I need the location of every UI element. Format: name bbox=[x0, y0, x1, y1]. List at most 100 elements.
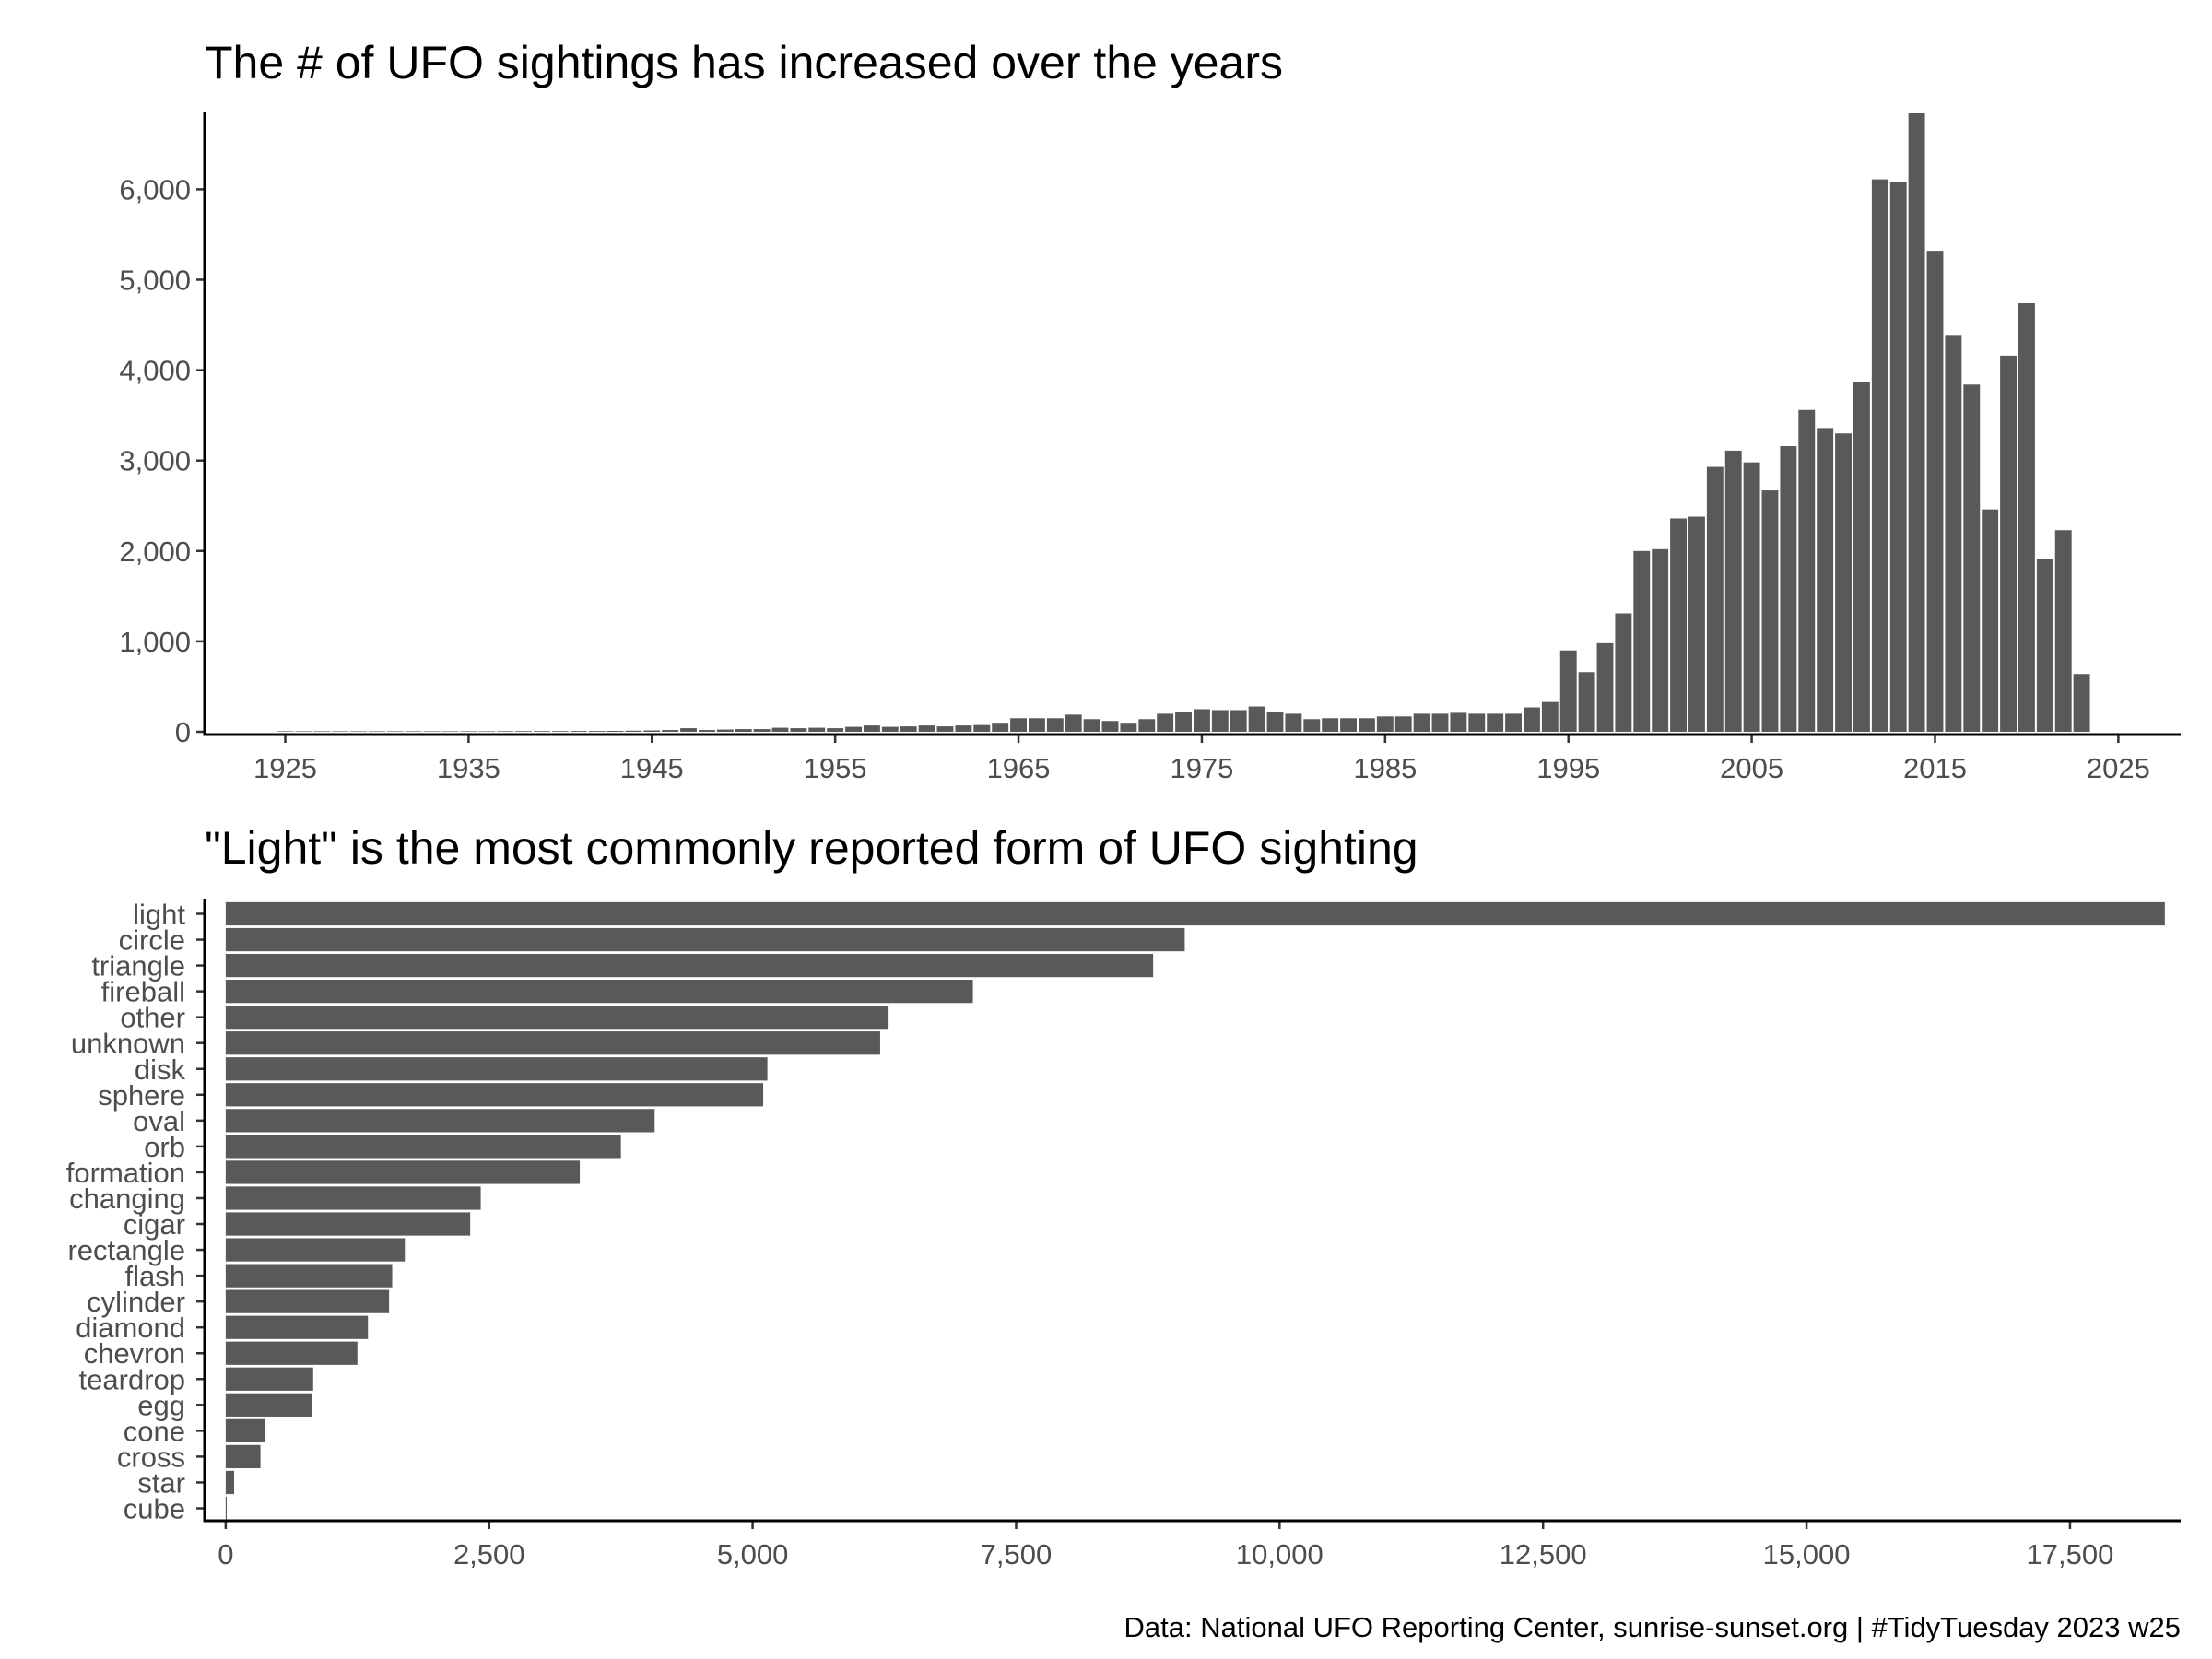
year-bar-1995 bbox=[1559, 650, 1577, 732]
year-bar-2006 bbox=[1761, 490, 1779, 732]
shape-bar-other bbox=[225, 1006, 889, 1030]
year-bar-1990 bbox=[1468, 713, 1486, 732]
year-bar-1949 bbox=[716, 729, 734, 732]
year-bar-1975 bbox=[1193, 709, 1210, 732]
year-bar-1956 bbox=[845, 726, 863, 732]
years-chart-title: The # of UFO sightings has increased ove… bbox=[205, 37, 1283, 88]
year-bar-1988 bbox=[1431, 713, 1449, 732]
year-bar-1937 bbox=[497, 731, 514, 732]
year-bar-2018 bbox=[1982, 509, 1999, 732]
shape-bar-fireball bbox=[225, 980, 973, 1004]
year-bar-1931 bbox=[386, 731, 404, 732]
shape-bar-cylinder bbox=[225, 1289, 390, 1313]
year-bar-1947 bbox=[680, 728, 698, 732]
year-bar-1926 bbox=[295, 731, 312, 732]
years-x-tick-label: 1955 bbox=[804, 752, 867, 784]
year-bar-2011 bbox=[1853, 382, 1870, 732]
year-bar-1928 bbox=[332, 731, 349, 732]
year-bar-1927 bbox=[313, 731, 331, 732]
year-bar-1963 bbox=[973, 724, 991, 732]
shape-bar-cigar bbox=[225, 1212, 471, 1236]
years-x-tick-label: 1925 bbox=[253, 752, 317, 784]
year-bar-1952 bbox=[771, 727, 789, 732]
shapes-x-tick-label: 12,500 bbox=[1500, 1538, 1587, 1571]
year-bar-1960 bbox=[918, 725, 935, 732]
shape-bar-changing bbox=[225, 1186, 481, 1210]
year-bar-1972 bbox=[1138, 719, 1156, 732]
year-bar-1957 bbox=[864, 725, 880, 732]
shape-label-light: light bbox=[133, 899, 185, 931]
year-bar-1968 bbox=[1065, 714, 1082, 732]
shape-label-star: star bbox=[137, 1466, 185, 1499]
years-x-tick-label: 1945 bbox=[620, 752, 684, 784]
year-bar-1997 bbox=[1596, 642, 1614, 732]
shapes-x-tick-label: 10,000 bbox=[1236, 1538, 1324, 1571]
year-bar-1959 bbox=[900, 726, 917, 732]
shape-bar-disk bbox=[225, 1057, 768, 1081]
year-bar-2016 bbox=[1945, 335, 1962, 732]
year-bar-1973 bbox=[1157, 713, 1174, 732]
year-bar-1958 bbox=[881, 726, 899, 732]
year-bar-1932 bbox=[405, 731, 422, 732]
shape-label-disk: disk bbox=[135, 1053, 186, 1086]
year-bar-2019 bbox=[2000, 355, 2017, 732]
years-y-tick-label: 0 bbox=[175, 716, 191, 748]
years-bars bbox=[276, 112, 2090, 733]
year-bar-1982 bbox=[1322, 718, 1339, 732]
year-bar-1981 bbox=[1303, 719, 1321, 732]
year-bar-2017 bbox=[1963, 384, 1981, 732]
year-bar-1962 bbox=[955, 725, 972, 732]
years-x-tick-label: 1965 bbox=[987, 752, 1051, 784]
year-bar-2022 bbox=[2054, 530, 2072, 732]
year-bar-1976 bbox=[1211, 710, 1229, 732]
year-bar-1980 bbox=[1285, 713, 1302, 732]
shapes-chart-title: "Light" is the most commonly reported fo… bbox=[205, 822, 1418, 874]
shape-bar-cube bbox=[225, 1496, 228, 1521]
chart-caption: Data: National UFO Reporting Center, sun… bbox=[1124, 1611, 2181, 1643]
shape-bar-oval bbox=[225, 1109, 655, 1133]
years-x-tick-label: 2015 bbox=[1903, 752, 1967, 784]
year-bar-2007 bbox=[1780, 446, 1797, 732]
year-bar-1970 bbox=[1101, 721, 1119, 732]
year-bar-1966 bbox=[1029, 718, 1045, 732]
year-bar-1989 bbox=[1450, 712, 1467, 732]
year-bar-1935 bbox=[460, 731, 477, 732]
shape-label-cigar: cigar bbox=[124, 1208, 185, 1241]
shape-bar-light bbox=[225, 901, 2165, 926]
year-bar-1955 bbox=[827, 728, 844, 732]
shape-bar-chevron bbox=[225, 1341, 358, 1365]
years-y-tick-label: 5,000 bbox=[119, 264, 191, 296]
shape-label-cross: cross bbox=[117, 1441, 185, 1473]
year-bar-2008 bbox=[1798, 409, 1816, 732]
year-bar-1944 bbox=[625, 730, 642, 732]
shape-label-chevron: chevron bbox=[84, 1337, 185, 1370]
shape-label-egg: egg bbox=[137, 1389, 185, 1421]
shape-label-triangle: triangle bbox=[91, 950, 185, 982]
shape-bar-diamond bbox=[225, 1315, 369, 1339]
year-bar-1946 bbox=[662, 730, 679, 732]
years-y-axis-ticks: 0 1,000 2,000 3,000 4,000 5,000 6,000 bbox=[119, 173, 205, 748]
year-bar-1992 bbox=[1505, 713, 1522, 732]
shape-label-changing: changing bbox=[69, 1182, 185, 1215]
year-bar-1943 bbox=[606, 731, 624, 732]
sightings-by-year-panel: The # of UFO sightings has increased ove… bbox=[119, 37, 2181, 784]
year-bar-2002 bbox=[1688, 516, 1705, 732]
shape-label-flash: flash bbox=[125, 1260, 185, 1292]
shapes-x-axis-ticks: 0 2,500 5,000 7,500 10,000 12,500 15,000 17,500 bbox=[218, 1521, 2113, 1571]
year-bar-2013 bbox=[1889, 182, 1907, 733]
year-bar-1953 bbox=[790, 728, 807, 732]
year-bar-1929 bbox=[350, 731, 368, 732]
year-bar-1977 bbox=[1230, 710, 1247, 732]
shapes-bars bbox=[225, 901, 2165, 1521]
years-x-tick-label: 1995 bbox=[1536, 752, 1600, 784]
shape-bar-cross bbox=[225, 1444, 261, 1469]
year-bar-2012 bbox=[1871, 179, 1888, 733]
year-bar-1930 bbox=[369, 731, 385, 732]
year-bar-1925 bbox=[276, 731, 294, 732]
year-bar-1933 bbox=[423, 731, 441, 732]
years-x-axis-ticks: 1925 1935 1945 1955 1965 1975 1985 1995 2005 2015… bbox=[253, 735, 2150, 784]
year-bar-2001 bbox=[1670, 518, 1687, 732]
shapes-x-tick-label: 17,500 bbox=[2027, 1538, 2114, 1571]
shape-bar-flash bbox=[225, 1264, 393, 1288]
year-bar-1998 bbox=[1615, 613, 1632, 732]
